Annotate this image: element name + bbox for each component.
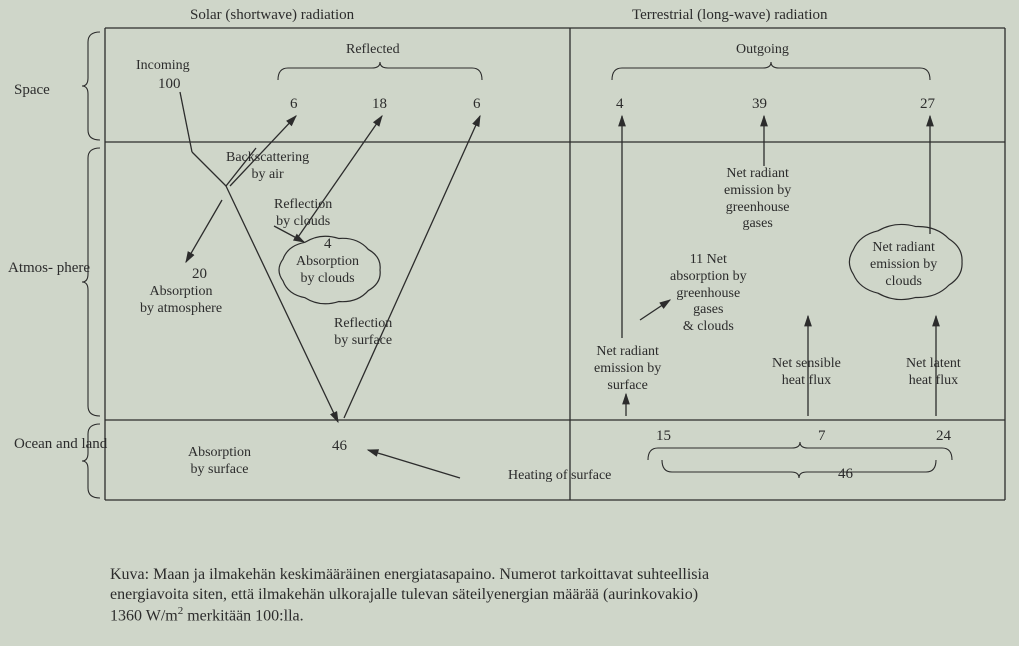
- caption: Kuva: Maan ja ilmakehän keskimääräinen e…: [110, 565, 910, 626]
- row-space: Space: [14, 82, 50, 99]
- label-heating: Heating of surface: [508, 468, 611, 485]
- caption-l1: Kuva: Maan ja ilmakehän keskimääräinen e…: [110, 566, 709, 583]
- label-outgoing: Outgoing: [736, 42, 789, 59]
- label-latent: Net latent heat flux: [906, 356, 961, 390]
- row-ocean-land: Ocean and land: [14, 436, 107, 453]
- val-abs-clouds: 4: [324, 236, 332, 253]
- label-net-emit-surface: Net radiant emission by surface: [594, 344, 661, 394]
- header-solar: Solar (shortwave) radiation: [190, 7, 354, 24]
- val-reflected-6b: 6: [473, 96, 481, 113]
- caption-l3b: merkitään 100:lla.: [183, 607, 303, 624]
- val-abs-surface: 46: [332, 438, 347, 455]
- diagram-svg: [0, 0, 1019, 646]
- caption-l3a: 1360 W/m: [110, 607, 178, 624]
- val-surf-24: 24: [936, 428, 951, 445]
- label-net-emit-clouds: Net radiant emission by clouds: [870, 240, 937, 290]
- energy-balance-diagram: { "type":"flow-diagram", "canvas":{"w":1…: [0, 0, 1019, 646]
- label-reflected: Reflected: [346, 42, 400, 59]
- row-atmosphere: Atmos- phere: [8, 260, 90, 277]
- val-outgoing-39: 39: [752, 96, 767, 113]
- val-reflected-6a: 6: [290, 96, 298, 113]
- label-abs-clouds: Absorption by clouds: [296, 254, 359, 288]
- val-abs-atmos: 20: [192, 266, 207, 283]
- label-abs-atmos: Absorption by atmosphere: [140, 284, 222, 318]
- val-incoming: 100: [158, 76, 181, 93]
- val-surf-7: 7: [818, 428, 826, 445]
- label-incoming: Incoming: [136, 58, 190, 75]
- label-refl-surface: Reflection by surface: [334, 316, 392, 350]
- val-surf-15: 15: [656, 428, 671, 445]
- label-backscatter: Backscattering by air: [226, 150, 309, 184]
- label-sensible: Net sensible heat flux: [772, 356, 841, 390]
- label-abs-surface: Absorption by surface: [188, 445, 251, 479]
- val-heating-46: 46: [838, 466, 853, 483]
- label-net-emit-gases: Net radiant emission by greenhouse gases: [724, 166, 791, 233]
- val-reflected-18: 18: [372, 96, 387, 113]
- header-terrestrial: Terrestrial (long-wave) radiation: [632, 7, 828, 24]
- label-net-abs: 11 Net absorption by greenhouse gases & …: [670, 252, 747, 336]
- val-outgoing-4: 4: [616, 96, 624, 113]
- label-refl-clouds: Reflection by clouds: [274, 197, 332, 231]
- val-outgoing-27: 27: [920, 96, 935, 113]
- caption-l2: energiavoita siten, että ilmakehän ulkor…: [110, 586, 698, 603]
